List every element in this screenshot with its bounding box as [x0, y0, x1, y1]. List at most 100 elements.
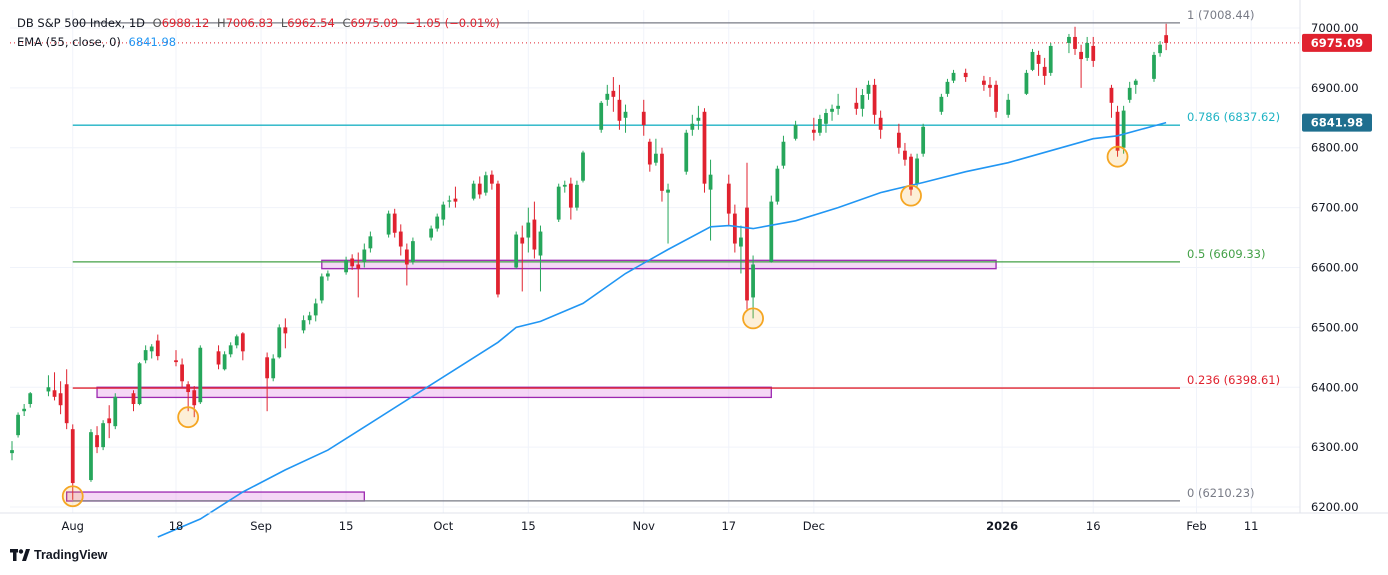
candle: [144, 345, 148, 363]
candle-body: [59, 393, 63, 405]
candle-body: [174, 360, 178, 362]
fib-label-0: 0 (6210.23): [1187, 486, 1255, 500]
candle-body: [150, 347, 154, 352]
candle-body: [563, 185, 567, 187]
candle-body: [1049, 46, 1053, 73]
candle-body: [472, 184, 476, 199]
candle: [496, 181, 500, 298]
candle-body: [132, 393, 136, 404]
candle: [921, 124, 925, 157]
change-value: −1.05 (−0.01%): [406, 16, 500, 30]
candle: [235, 335, 239, 349]
candle-body: [836, 106, 840, 109]
candle-body: [611, 91, 615, 97]
ema-label: EMA (55, close, 0): [17, 35, 121, 49]
candle-body: [478, 184, 482, 195]
candle-body: [733, 214, 737, 244]
tradingview-icon: [10, 549, 30, 561]
candle-body: [599, 103, 603, 130]
open-value: 6988.12: [162, 16, 210, 30]
candle-body: [854, 103, 858, 109]
x-tick-label: Feb: [1186, 519, 1206, 533]
candle: [611, 77, 615, 112]
markers: [63, 147, 1128, 507]
candle-body: [1006, 100, 1010, 115]
candle-body: [344, 260, 348, 272]
candle-body: [314, 303, 318, 315]
x-tick-label: Aug: [62, 519, 84, 533]
candle-body: [642, 112, 646, 125]
candle-body: [812, 130, 816, 133]
candle-body: [520, 238, 524, 244]
candle: [490, 170, 494, 189]
candle-body: [703, 112, 707, 184]
candle-body: [526, 223, 530, 238]
candle-body: [697, 118, 701, 121]
fibonacci-levels: 0 (6210.23) 0.236 (6398.61) 0.5 (6609.33) 0…: [10, 8, 1300, 501]
candle: [265, 353, 269, 412]
candle-body: [1085, 43, 1089, 58]
low-value: 6962.54: [287, 16, 335, 30]
candle: [1134, 79, 1138, 94]
candle-body: [569, 184, 573, 208]
candle-body: [387, 214, 391, 235]
candle: [478, 176, 482, 198]
candle: [393, 209, 397, 238]
candle: [1031, 49, 1035, 71]
candle-body: [1073, 37, 1077, 49]
candle-body: [369, 236, 373, 248]
y-tick-label: 6800.00: [1311, 141, 1359, 155]
candle: [217, 345, 221, 369]
candle: [198, 345, 202, 404]
candle: [569, 178, 573, 220]
candle-body: [326, 273, 330, 276]
candle: [812, 118, 816, 141]
candle: [387, 211, 391, 238]
ema-value: 6841.98: [129, 35, 177, 49]
candle: [581, 151, 585, 183]
candle-body: [557, 187, 561, 220]
candle: [660, 148, 664, 202]
x-tick-label: 15: [339, 519, 354, 533]
close-label: C: [342, 16, 350, 30]
candle-body: [217, 351, 221, 364]
candle-body: [308, 315, 312, 320]
candle-body: [235, 336, 239, 345]
candle: [229, 342, 233, 357]
x-tick-label: Oct: [433, 519, 453, 533]
candle-body: [22, 409, 26, 411]
fib-label-0-786: 0.786 (6837.62): [1187, 110, 1280, 124]
candle: [1122, 106, 1126, 154]
candle-body: [1043, 67, 1047, 76]
close-value: 6975.09: [351, 16, 399, 30]
candle: [107, 405, 111, 438]
last-price-badge: 6975.09: [1311, 36, 1363, 50]
candle-body: [393, 214, 397, 233]
candle: [897, 124, 901, 154]
tradingview-logo[interactable]: TradingView: [10, 548, 107, 562]
candle: [1067, 34, 1071, 53]
candle-body: [1152, 55, 1156, 79]
candle: [940, 94, 944, 115]
candle-body: [1091, 46, 1095, 61]
candle: [28, 392, 32, 408]
candle-body: [897, 133, 901, 148]
candle-body: [751, 264, 755, 297]
candle: [101, 420, 105, 450]
y-tick-label: 6600.00: [1311, 260, 1359, 274]
candle: [575, 181, 579, 211]
ema-legend: EMA (55, close, 0) 6841.98: [17, 35, 180, 49]
candle: [1152, 52, 1156, 82]
candle: [703, 108, 707, 192]
fib-label-1: 1 (7008.44): [1187, 8, 1255, 22]
candle: [138, 362, 142, 405]
candle-body: [186, 384, 190, 392]
candle-body: [1031, 52, 1035, 70]
candle-body: [265, 357, 269, 378]
candle: [174, 350, 178, 366]
candle: [344, 257, 348, 275]
candle-body: [1158, 45, 1162, 53]
candle: [356, 253, 360, 298]
candle-body: [89, 432, 93, 480]
